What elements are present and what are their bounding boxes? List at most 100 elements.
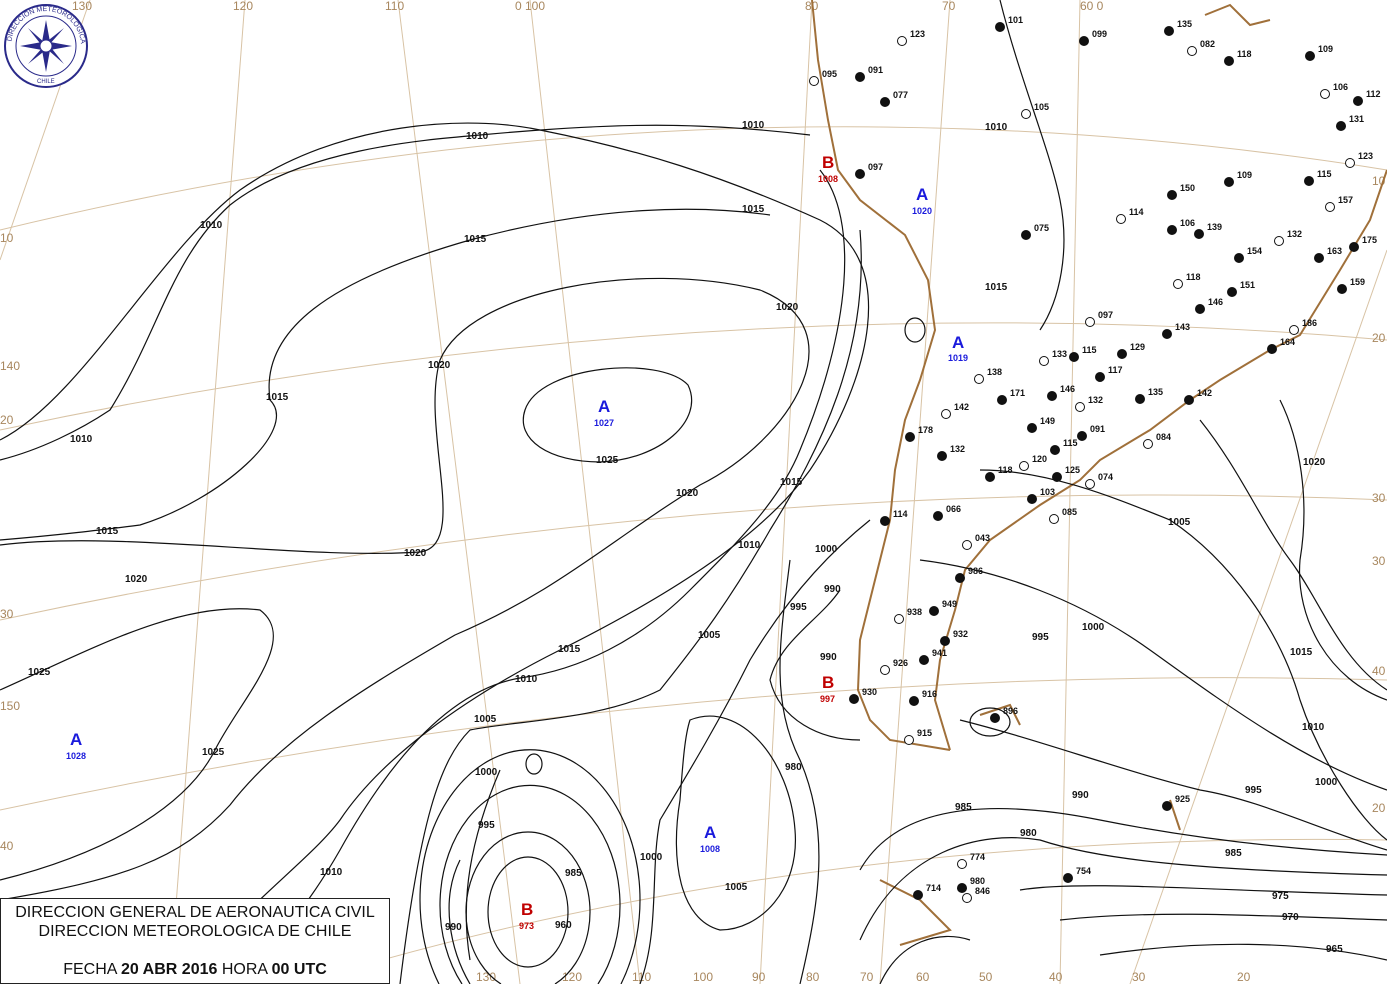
station-pressure: 774 xyxy=(970,852,985,862)
station-marker xyxy=(1049,514,1059,524)
isobar-label: 990 xyxy=(824,584,841,595)
station-pressure: 115 xyxy=(1063,438,1078,448)
station-marker xyxy=(985,472,995,482)
station-pressure: 754 xyxy=(1076,866,1091,876)
lon-label: 120 xyxy=(233,0,253,13)
station-marker xyxy=(1039,356,1049,366)
isobar-label: 1020 xyxy=(1303,457,1326,468)
station-pressure: 178 xyxy=(918,425,933,435)
station-marker xyxy=(1345,158,1355,168)
station-marker xyxy=(1069,352,1079,362)
station-pressure: 938 xyxy=(907,607,922,617)
station-marker xyxy=(855,72,865,82)
isobar-label: 985 xyxy=(955,802,972,813)
station-marker xyxy=(1336,121,1346,131)
station-pressure: 142 xyxy=(954,402,969,412)
lon-label: 50 xyxy=(979,970,993,984)
lat-label: 20 xyxy=(0,413,14,427)
isobar-label: 1005 xyxy=(1168,517,1191,528)
station-marker xyxy=(1164,26,1174,36)
station-pressure: 164 xyxy=(1280,337,1295,347)
isobar-label: 1005 xyxy=(698,630,721,641)
station-pressure: 131 xyxy=(1349,114,1364,124)
station-pressure: 074 xyxy=(1098,472,1113,482)
station-marker xyxy=(913,890,923,900)
station-pressure: 926 xyxy=(893,658,908,668)
station-pressure: 106 xyxy=(1180,218,1195,228)
station-pressure: 084 xyxy=(1156,432,1171,442)
station-marker xyxy=(1079,36,1089,46)
station-pressure: 120 xyxy=(1032,454,1047,464)
isobar-label: 1015 xyxy=(96,526,119,537)
isobar-label: 1000 xyxy=(1315,777,1338,788)
lat-label: 40 xyxy=(0,839,14,853)
isobar-label: 1010 xyxy=(1302,722,1325,733)
station-marker xyxy=(1167,190,1177,200)
date-line: FECHA 20 ABR 2016 HORA 00 UTC xyxy=(1,960,389,979)
isobar-label: 990 xyxy=(1072,790,1089,801)
station-marker xyxy=(919,655,929,665)
lon-label: 0 100 xyxy=(515,0,545,13)
station-pressure: 157 xyxy=(1338,195,1353,205)
station-marker xyxy=(955,573,965,583)
center-value: 1019 xyxy=(948,353,968,363)
station-marker xyxy=(894,614,904,624)
isobar-label: 965 xyxy=(1326,944,1343,955)
isobar-label: 1000 xyxy=(815,544,838,555)
center-value: 1008 xyxy=(700,844,720,854)
station-pressure: 082 xyxy=(1200,39,1215,49)
station-marker xyxy=(997,395,1007,405)
isobar-label: 1020 xyxy=(125,574,148,585)
station-marker xyxy=(1305,51,1315,61)
station-marker xyxy=(1167,225,1177,235)
lat-label: 150 xyxy=(0,699,20,713)
station-marker xyxy=(880,97,890,107)
station-pressure: 112 xyxy=(1366,89,1381,99)
station-pressure: 133 xyxy=(1052,349,1067,359)
station-marker xyxy=(1337,284,1347,294)
low-center: B 1008 xyxy=(818,153,838,184)
isobar-label: 1005 xyxy=(725,882,748,893)
isobar-label: 1015 xyxy=(742,204,765,215)
isobar-label: 1010 xyxy=(985,122,1008,133)
lat-label: 30 xyxy=(0,607,14,621)
station-marker xyxy=(1314,253,1324,263)
isobar-label: 960 xyxy=(555,920,572,931)
station-pressure: 151 xyxy=(1240,280,1255,290)
lat-label: 20 xyxy=(1372,331,1386,345)
station-pressure: 075 xyxy=(1034,223,1049,233)
center-type: B xyxy=(521,900,533,919)
station-marker xyxy=(974,374,984,384)
lon-label: 120 xyxy=(562,970,582,984)
high-center: A 1028 xyxy=(66,730,86,761)
station-pressure: 941 xyxy=(932,648,947,658)
lon-label: 20 xyxy=(1237,970,1251,984)
dmc-logo: DIRECCION METEOROLOGICA CHILE xyxy=(4,4,88,88)
station-marker xyxy=(1162,801,1172,811)
center-type: A xyxy=(70,730,82,749)
lon-label: 70 xyxy=(860,970,874,984)
station-marker xyxy=(1224,56,1234,66)
station-marker xyxy=(1085,317,1095,327)
station-pressure: 932 xyxy=(953,629,968,639)
hour-prefix: HORA xyxy=(221,961,268,978)
station-marker xyxy=(1349,242,1359,252)
station-pressure: 118 xyxy=(1186,272,1201,282)
low-center: B 997 xyxy=(820,673,835,704)
station-pressure: 154 xyxy=(1247,246,1262,256)
station-plots: 123 091 077 095 097 101 105 099 135 082 118 109 106 1… xyxy=(809,15,1381,903)
title-line-1: DIRECCION GENERAL DE AERONAUTICA CIVIL xyxy=(15,904,375,921)
station-marker xyxy=(1173,279,1183,289)
lon-label: 110 xyxy=(632,970,651,984)
station-pressure: 117 xyxy=(1108,365,1123,375)
lat-label: 20 xyxy=(1372,801,1386,815)
isobar-label: 985 xyxy=(1225,848,1242,859)
lon-label: 60 xyxy=(916,970,930,984)
station-marker xyxy=(933,511,943,521)
isobar-label: 1010 xyxy=(515,674,538,685)
lon-label: 90 xyxy=(752,970,766,984)
center-type: A xyxy=(704,823,716,842)
